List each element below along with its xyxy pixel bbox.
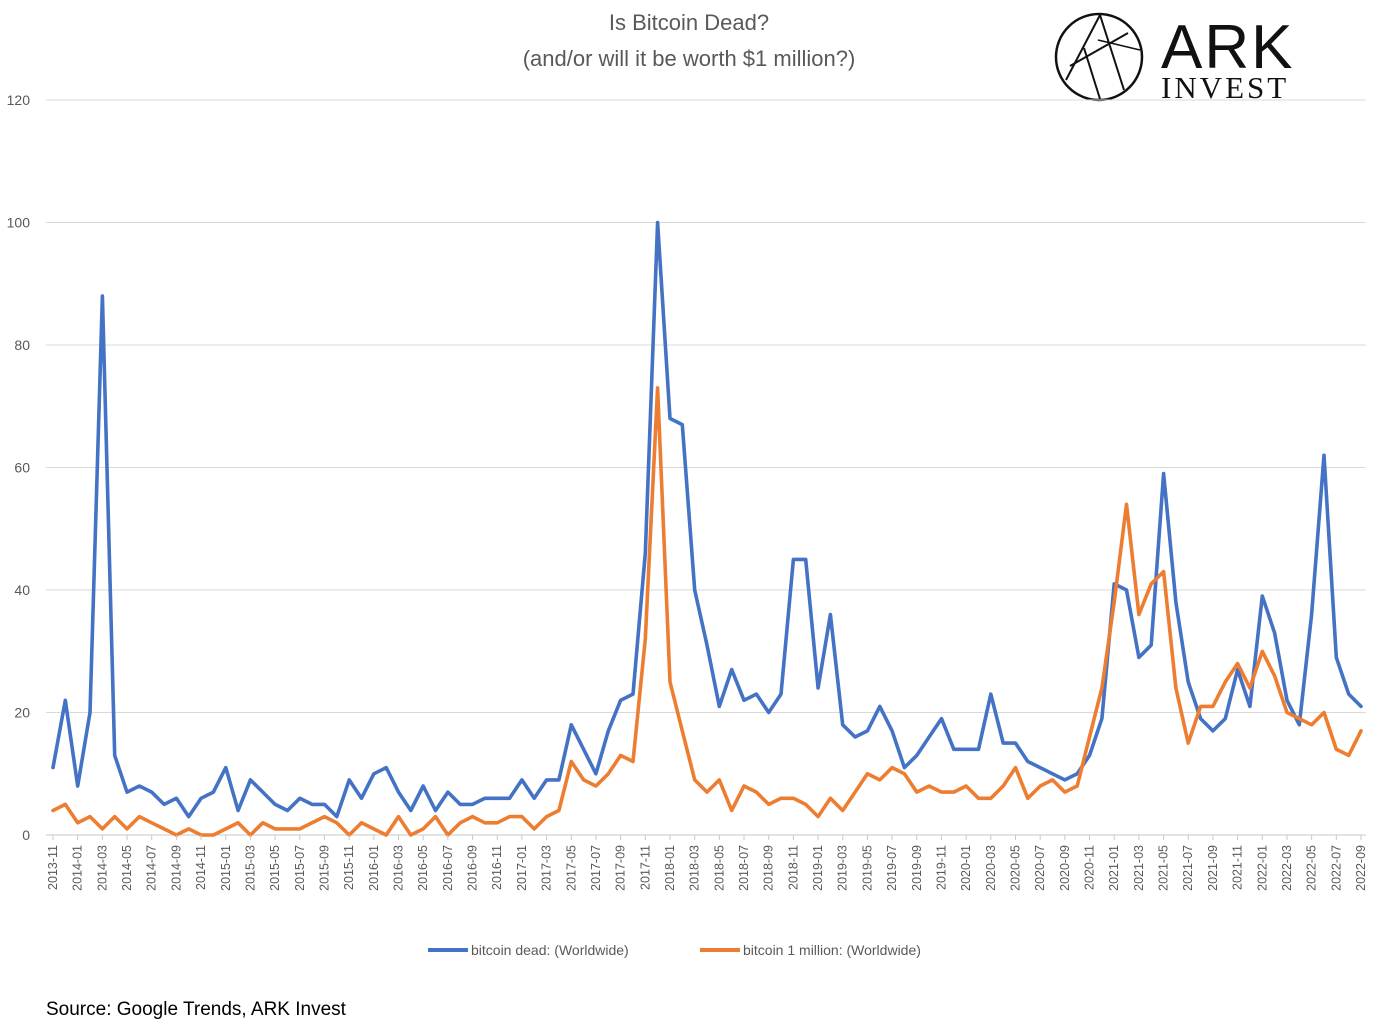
x-tick-label: 2020-05	[1008, 845, 1022, 891]
x-tick-label: 2019-01	[811, 845, 825, 891]
logo-name-ark: ARK	[1161, 13, 1294, 82]
logo-name-invest: INVEST	[1161, 70, 1289, 105]
series-line-bitcoin-1-million	[51, 386, 1363, 837]
y-tick-label: 20	[14, 705, 30, 721]
chart-subtitle: (and/or will it be worth $1 million?)	[523, 46, 856, 71]
x-tick-label: 2022-01	[1255, 845, 1269, 891]
legend-label-bitcoin-1-million: bitcoin 1 million: (Worldwide)	[743, 942, 921, 958]
x-tick-label: 2014-05	[120, 845, 134, 891]
legend-label-bitcoin-dead: bitcoin dead: (Worldwide)	[471, 942, 629, 958]
source-note: Source: Google Trends, ARK Invest	[46, 999, 347, 1020]
x-tick-label: 2014-03	[95, 845, 109, 891]
x-tick-label: 2021-05	[1157, 845, 1171, 891]
x-tick-label: 2018-03	[688, 845, 702, 891]
x-axis-ticks: 2013-11 2014-01 2014-03 2014-05 2014-07 2014-…	[46, 835, 1368, 891]
x-tick-label: 2022-05	[1305, 845, 1319, 891]
x-tick-label: 2015-09	[317, 845, 331, 891]
y-tick-label: 80	[14, 337, 30, 353]
x-tick-label: 2015-11	[342, 845, 356, 890]
x-tick-label: 2015-03	[243, 845, 257, 891]
x-tick-label: 2017-05	[564, 845, 578, 891]
x-tick-label: 2016-01	[367, 845, 381, 891]
x-tick-label: 2020-03	[984, 845, 998, 891]
x-tick-label: 2017-03	[540, 845, 554, 891]
chart-title: Is Bitcoin Dead?	[609, 10, 769, 35]
x-tick-label: 2015-07	[293, 845, 307, 891]
x-tick-label: 2021-01	[1107, 845, 1121, 891]
x-tick-label: 2014-07	[145, 845, 159, 891]
x-tick-label: 2017-11	[638, 845, 652, 890]
x-tick-label: 2014-09	[169, 845, 183, 891]
y-tick-label: 60	[14, 460, 30, 476]
y-tick-label: 0	[22, 827, 30, 843]
ark-invest-logo: ARK INVEST	[1054, 12, 1294, 105]
y-tick-label: 40	[14, 582, 30, 598]
x-tick-label: 2020-01	[959, 845, 973, 891]
x-tick-label: 2017-01	[515, 845, 529, 891]
ark-logo-emblem-icon	[1054, 12, 1144, 102]
legend-item-bitcoin-1-million: bitcoin 1 million: (Worldwide)	[700, 942, 921, 958]
series-line-bitcoin-dead	[51, 220, 1363, 819]
legend-item-bitcoin-dead: bitcoin dead: (Worldwide)	[428, 942, 629, 958]
x-tick-label: 2016-03	[392, 845, 406, 891]
x-tick-label: 2019-11	[934, 845, 948, 890]
gridlines	[46, 99, 1366, 836]
x-tick-label: 2016-07	[441, 845, 455, 891]
x-tick-label: 2021-07	[1181, 845, 1195, 891]
x-tick-label: 2013-11	[46, 845, 60, 890]
x-tick-label: 2022-07	[1329, 845, 1343, 891]
x-tick-label: 2014-11	[194, 845, 208, 890]
x-tick-label: 2018-01	[663, 845, 677, 891]
x-tick-label: 2017-09	[614, 845, 628, 891]
x-tick-label: 2017-07	[589, 845, 603, 891]
x-tick-label: 2021-09	[1206, 845, 1220, 891]
x-tick-label: 2015-01	[219, 845, 233, 891]
x-tick-label: 2021-03	[1132, 845, 1146, 891]
y-axis-ticks: 0 20 40 60 80 100 120	[7, 92, 31, 843]
x-tick-label: 2020-11	[1083, 845, 1097, 890]
x-tick-label: 2022-09	[1354, 845, 1368, 891]
x-tick-label: 2021-11	[1231, 845, 1245, 890]
y-tick-label: 100	[7, 215, 31, 231]
x-tick-label: 2018-09	[762, 845, 776, 891]
x-tick-label: 2022-03	[1280, 845, 1294, 891]
legend: bitcoin dead: (Worldwide) bitcoin 1 mill…	[428, 942, 921, 958]
x-tick-label: 2018-07	[737, 845, 751, 891]
x-tick-label: 2020-07	[1033, 845, 1047, 891]
x-tick-label: 2014-01	[71, 845, 85, 891]
x-tick-label: 2019-09	[910, 845, 924, 891]
x-tick-label: 2016-11	[490, 845, 504, 890]
x-tick-label: 2019-03	[836, 845, 850, 891]
x-tick-label: 2015-05	[268, 845, 282, 891]
x-tick-label: 2018-05	[712, 845, 726, 891]
x-tick-label: 2019-05	[860, 845, 874, 891]
x-tick-label: 2016-09	[466, 845, 480, 891]
x-tick-label: 2019-07	[885, 845, 899, 891]
x-tick-label: 2018-11	[786, 845, 800, 890]
series-lines	[51, 220, 1363, 837]
y-tick-label: 120	[7, 92, 31, 108]
x-tick-label: 2016-05	[416, 845, 430, 891]
x-tick-label: 2020-09	[1058, 845, 1072, 891]
